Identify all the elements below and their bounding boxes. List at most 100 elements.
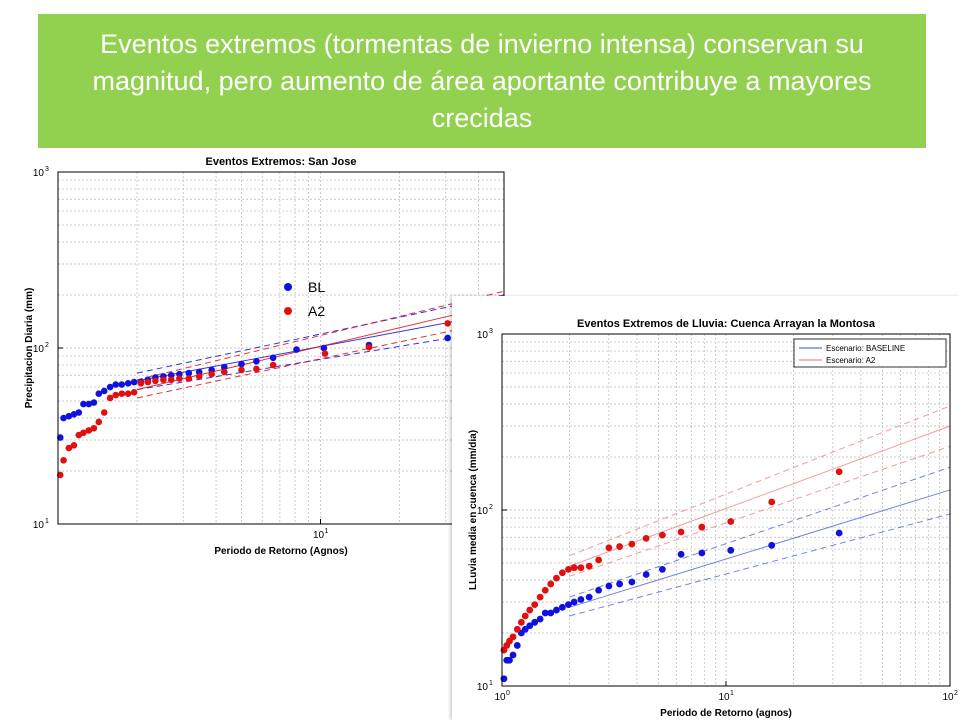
data-point xyxy=(167,376,175,384)
data-point xyxy=(565,565,572,573)
data-point xyxy=(577,596,585,603)
data-point xyxy=(547,609,555,617)
y-tick-label: 10 xyxy=(477,682,489,693)
legend-marker xyxy=(284,283,292,291)
data-point xyxy=(541,586,549,594)
fit-lines xyxy=(569,466,951,617)
fit-lower-bound xyxy=(569,445,951,577)
data-point xyxy=(835,529,843,537)
data-point xyxy=(565,601,572,609)
data-point xyxy=(444,320,451,327)
fit-lower-bound xyxy=(136,319,505,399)
data-point xyxy=(698,523,706,531)
x-tick-exponent: 1 xyxy=(730,690,734,697)
data-point xyxy=(80,400,87,408)
data-point xyxy=(521,612,529,620)
data-point xyxy=(558,569,566,577)
data-point xyxy=(365,343,373,351)
data-point xyxy=(60,457,67,464)
data-point xyxy=(112,381,120,388)
fit-lower-bound xyxy=(136,328,505,391)
x-tick-label: 10 xyxy=(718,692,730,703)
data-point xyxy=(616,580,624,588)
y-tick-exponent: 3 xyxy=(45,166,49,173)
data-point xyxy=(90,399,98,406)
series-a2 xyxy=(56,320,451,479)
legend-label: Escenario: A2 xyxy=(826,356,876,365)
data-point xyxy=(727,546,735,554)
x-axis-label: Periodo de Retorno (Agnos) xyxy=(214,546,347,557)
data-point xyxy=(152,377,159,385)
data-point xyxy=(444,334,451,342)
data-point xyxy=(185,375,193,382)
data-point xyxy=(727,518,735,525)
y-tick-label: 10 xyxy=(33,520,45,531)
y-tick-label: 10 xyxy=(477,330,489,341)
data-point xyxy=(106,394,114,402)
data-point xyxy=(585,593,593,601)
series-escenario-baseline xyxy=(500,529,843,683)
data-point xyxy=(577,564,585,572)
data-point xyxy=(130,378,138,386)
data-point xyxy=(547,580,555,588)
x-axis-label: Periodo de Retorno (agnos) xyxy=(660,708,792,719)
data-point xyxy=(85,427,93,434)
data-point xyxy=(60,414,67,422)
x-tick-exponent: 0 xyxy=(506,690,510,697)
data-point xyxy=(118,390,126,397)
data-point xyxy=(531,601,539,609)
x-tick-label: 10 xyxy=(942,692,954,703)
data-point xyxy=(112,391,120,399)
data-point xyxy=(513,625,521,633)
data-point xyxy=(269,361,277,369)
chart-title: Eventos Extremos: San Jose xyxy=(205,156,356,168)
data-point xyxy=(320,344,328,352)
data-point xyxy=(80,429,87,437)
data-point xyxy=(628,578,636,586)
data-point xyxy=(130,389,138,396)
y-tick-label: 10 xyxy=(33,344,45,355)
data-point xyxy=(616,543,624,550)
data-point xyxy=(595,556,603,564)
legend-label: BL xyxy=(308,279,325,295)
data-point xyxy=(95,390,103,397)
slide-title-banner: Eventos extremos (tormentas de invierno … xyxy=(38,14,926,148)
data-point xyxy=(90,424,98,432)
y-tick-exponent: 3 xyxy=(489,328,493,335)
plot-area xyxy=(58,172,504,524)
fit-upper-bound xyxy=(136,290,505,381)
legend-marker xyxy=(284,307,292,315)
fit-line xyxy=(569,489,951,608)
data-point xyxy=(100,409,108,416)
data-point xyxy=(321,350,329,357)
y-axis-label: Precipitacion Diaria (mm) xyxy=(24,288,35,409)
gridlines xyxy=(501,334,950,687)
y-tick-exponent: 2 xyxy=(489,504,493,511)
data-point xyxy=(677,528,685,536)
data-point xyxy=(628,540,636,548)
data-point xyxy=(517,618,525,626)
data-point xyxy=(100,387,108,395)
data-point xyxy=(642,534,650,542)
legend: BL A2 xyxy=(284,279,325,319)
data-point xyxy=(558,603,566,611)
legend: Escenario: BASELINE Escenario: A2 xyxy=(793,338,947,368)
legend-label: Escenario: BASELINE xyxy=(826,344,905,353)
data-point xyxy=(509,633,517,641)
data-point xyxy=(65,412,73,420)
data-point xyxy=(106,383,114,391)
data-point xyxy=(526,606,534,614)
fit-upper-bound xyxy=(569,466,951,598)
data-point xyxy=(253,358,260,365)
data-point xyxy=(658,565,666,573)
y-tick-exponent: 1 xyxy=(45,518,49,525)
legend-item: Escenario: A2 xyxy=(799,356,876,365)
data-point xyxy=(195,373,203,380)
x-tick-label: 10 xyxy=(313,530,325,541)
data-point xyxy=(585,562,593,570)
fit-upper-bound xyxy=(136,294,505,374)
data-point xyxy=(541,609,549,617)
data-point xyxy=(536,593,544,601)
data-point xyxy=(253,365,260,373)
series-escenario-a2 xyxy=(500,468,843,654)
